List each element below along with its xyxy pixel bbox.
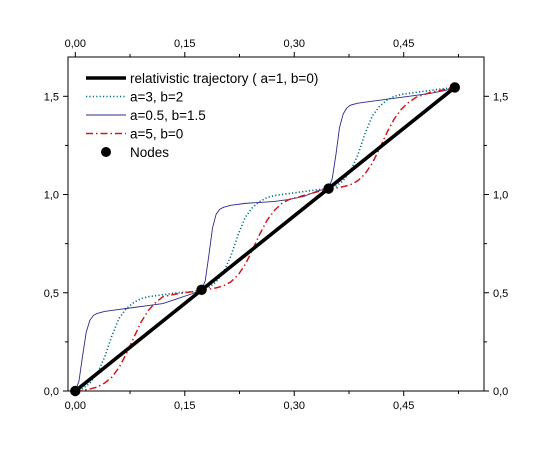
x-tick-label-bottom: 0,00 [65,400,86,412]
y-tick-label-left: 0,5 [44,288,59,300]
node-point [323,183,334,194]
x-tick-label-bottom: 0,30 [284,400,305,412]
node-point [70,385,81,397]
node-point [449,82,461,93]
legend-label: a=5, b=0 [130,127,183,142]
tick-labels: 0,00 0,00 0,15 0,15 0,30 0,30 0,45 0,45 0,0 0,0 0,… [44,38,509,412]
y-tick-label-right: 0,5 [493,288,508,300]
x-tick-label-top: 0,30 [284,38,305,50]
series-line [74,87,455,392]
legend-label: a=3, b=2 [130,90,183,105]
series-line [74,86,456,393]
x-tick-label-top: 0,00 [65,38,86,50]
y-tick-label-left: 1,0 [44,190,59,202]
ticks [63,52,489,396]
x-tick-label-bottom: 0,45 [393,400,414,412]
x-tick-label-top: 0,15 [174,38,195,50]
x-tick-label-top: 0,45 [393,38,414,50]
y-tick-label-left: 1,5 [44,91,59,103]
legend: relativistic trajectory ( a=1, b=0) a=3, … [86,71,318,160]
x-tick-label-bottom: 0,15 [174,400,195,412]
legend-label: Nodes [130,145,169,160]
series-layer [74,86,456,393]
markers-layer [70,82,461,397]
legend-label: a=0.5, b=1.5 [130,108,206,123]
legend-label: relativistic trajectory ( a=1, b=0) [130,71,318,86]
legend-marker-nodes [101,147,111,157]
y-tick-label-right: 1,5 [493,91,508,103]
node-point [196,284,207,296]
y-tick-label-right: 1,0 [493,190,508,202]
plot-frame [67,56,485,392]
y-tick-label-left: 0,0 [44,386,59,398]
y-tick-label-right: 0,0 [493,386,508,398]
